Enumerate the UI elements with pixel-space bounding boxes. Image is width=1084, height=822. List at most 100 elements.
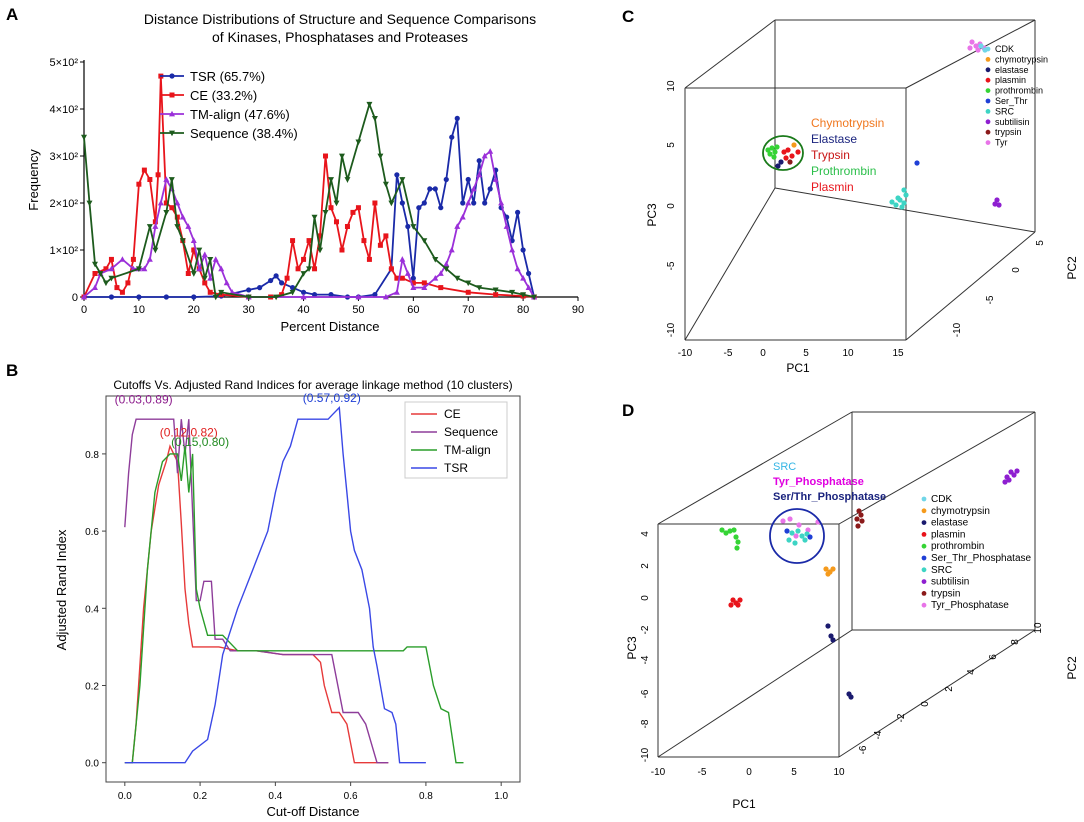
panel-a-data-point bbox=[427, 186, 433, 192]
panel-d-legend-marker bbox=[921, 508, 927, 514]
panel-a-data-point bbox=[471, 200, 477, 206]
panel-d-y-tick-label: -8 bbox=[640, 719, 651, 728]
panel-c-point bbox=[795, 149, 801, 155]
panel-a-title: Distance Distributions of Structure and … bbox=[144, 11, 536, 27]
panel-a-data-point bbox=[136, 181, 142, 187]
panel-d-point bbox=[856, 508, 862, 514]
panel-c-point bbox=[787, 159, 793, 165]
panel-a-y-tick-label: 5×10² bbox=[50, 57, 79, 69]
panel-a-data-point bbox=[487, 148, 494, 154]
panel-a-data-point bbox=[141, 167, 147, 173]
panel-d-cluster-circle bbox=[769, 508, 825, 564]
panel-d-point bbox=[830, 566, 836, 572]
panel-a-data-point bbox=[526, 270, 532, 277]
panel-a-data-point bbox=[393, 289, 400, 295]
panel-a-data-point bbox=[503, 223, 510, 229]
panel-c-point bbox=[778, 159, 784, 165]
panel-d-point bbox=[719, 527, 725, 533]
panel-a-data-point bbox=[454, 275, 461, 282]
panel-a-data-point bbox=[108, 294, 115, 300]
panel-d-annotation: SRC bbox=[773, 461, 796, 473]
panel-d-z-tick-label: 6 bbox=[988, 654, 999, 660]
panel-a-x-tick-label: 70 bbox=[462, 304, 474, 316]
panel-d-point bbox=[789, 530, 795, 536]
panel-d-point bbox=[737, 597, 743, 603]
panel-c-point bbox=[975, 47, 981, 53]
panel-a-data-point bbox=[152, 247, 159, 254]
panel-label-c: C bbox=[622, 7, 634, 26]
panel-a-data-point bbox=[438, 205, 444, 211]
panel-b-legend-label: TSR bbox=[444, 461, 468, 475]
panel-c-z-tick-label: -5 bbox=[985, 295, 996, 304]
panel-c-legend-marker bbox=[985, 88, 991, 93]
panel-c-legend-marker bbox=[985, 98, 991, 104]
panel-c-annotation: Prothrombin bbox=[811, 164, 876, 178]
panel-d-y-tick-label: 0 bbox=[640, 595, 651, 601]
panel-a-data-point bbox=[185, 223, 192, 229]
panel-a-data-point bbox=[81, 134, 87, 141]
panel-d-point bbox=[784, 528, 790, 534]
panel-c-edge bbox=[905, 19, 1036, 89]
panel-c-edge bbox=[684, 19, 776, 89]
panel-d-edge bbox=[657, 411, 853, 525]
panel-c-legend-marker bbox=[985, 67, 991, 73]
panel-c-legend-label: elastase bbox=[995, 65, 1029, 75]
panel-c-z-tick-label: -10 bbox=[952, 322, 963, 337]
panel-a-legend: TSR (65.7%) CE (33.2%) TM-align (47.6%) Seq… bbox=[160, 69, 298, 141]
panel-b-legend-label: TM-align bbox=[444, 443, 491, 457]
panel-d-point bbox=[795, 528, 801, 534]
panel-a-data-point bbox=[317, 247, 324, 254]
panel-a-data-point bbox=[355, 205, 361, 211]
panel-a-data-point bbox=[163, 210, 170, 216]
panel-c-y-tick-label: -5 bbox=[666, 261, 677, 270]
panel-c-legend-marker bbox=[985, 140, 991, 146]
panel-a-data-point bbox=[212, 256, 219, 262]
panel-d-point bbox=[858, 512, 864, 518]
panel-c-xlabel: PC1 bbox=[786, 361, 810, 375]
panel-a-data-point bbox=[416, 205, 422, 211]
panel-d-legend-label: Ser_Thr_Phosphatase bbox=[931, 553, 1032, 564]
panel-c-point bbox=[789, 153, 795, 159]
panel-a-data-point bbox=[432, 275, 439, 281]
panel-d-point bbox=[735, 602, 741, 608]
panel-d-x-tick-label: 0 bbox=[746, 767, 752, 778]
panel-b-series-line-3 bbox=[124, 406, 426, 764]
panel-a-data-point bbox=[289, 289, 296, 296]
panel-c-x-tick-label: 0 bbox=[760, 348, 766, 359]
panel-d-point bbox=[1014, 468, 1020, 474]
panel-d-legend-marker bbox=[921, 602, 927, 608]
panel-a-data-point bbox=[323, 153, 329, 159]
panel-d-legend-marker bbox=[921, 591, 927, 596]
panel-a-data-point bbox=[108, 256, 114, 262]
panel-c-point bbox=[767, 151, 773, 157]
panel-d-annotation: Tyr_Phosphatase bbox=[773, 476, 864, 488]
panel-a-data-point bbox=[81, 293, 87, 300]
panel-a-data-point bbox=[465, 280, 472, 287]
panel-d-point bbox=[828, 633, 834, 639]
panel-d-z-tick-label: -6 bbox=[858, 745, 869, 754]
panel-d-point bbox=[807, 534, 813, 540]
panel-d-legend-marker bbox=[921, 543, 927, 549]
panel-d-legend-label: subtilisin bbox=[931, 577, 969, 588]
panel-a-x-tick-label: 20 bbox=[188, 304, 200, 316]
panel-d-x-tick-label: 10 bbox=[833, 767, 845, 778]
panel-c-legend-marker bbox=[985, 77, 991, 83]
panel-a-data-point bbox=[163, 200, 169, 206]
panel-b-y-tick-label: 0.6 bbox=[85, 527, 99, 538]
panel-d-edge bbox=[838, 629, 1036, 758]
panel-a-data-point bbox=[223, 279, 230, 286]
panel-a-data-point bbox=[311, 214, 318, 221]
panel-a-data-point bbox=[366, 256, 372, 262]
panel-d-x-tick-label: -5 bbox=[698, 767, 707, 778]
panel-a-y-tick-label: 1×10² bbox=[50, 245, 79, 257]
panel-a-data-point bbox=[311, 292, 318, 298]
panel-a-data-point bbox=[328, 292, 334, 298]
panel-c-y-tick-label: 10 bbox=[666, 80, 677, 92]
panel-d-point bbox=[731, 527, 737, 533]
panel-d-y-tick-label: 2 bbox=[640, 563, 651, 569]
panel-b-legend: CE Sequence TM-align TSR bbox=[404, 401, 508, 479]
panel-d-point bbox=[859, 518, 865, 524]
panel-a-data-point bbox=[103, 266, 109, 272]
panel-d-y-tick-label: 4 bbox=[640, 531, 651, 537]
